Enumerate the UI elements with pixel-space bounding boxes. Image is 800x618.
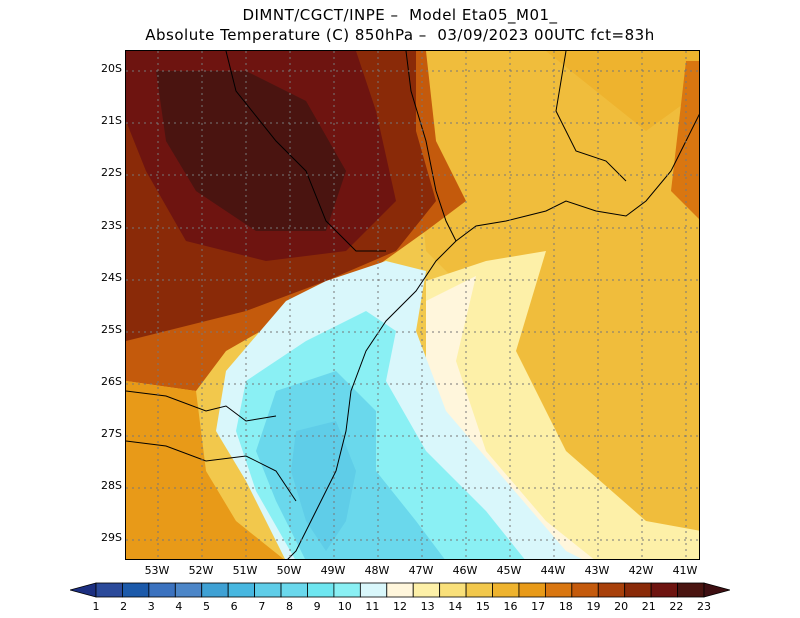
map-title-line2: Absolute Temperature (C) 850hPa – 03/09/…	[145, 26, 655, 44]
lon-label: 51W	[232, 564, 258, 577]
colorbar-swatch	[597, 582, 626, 598]
colorbar-label: 18	[558, 600, 573, 613]
colorbar-label: 16	[503, 600, 518, 613]
colorbar-swatch	[386, 582, 414, 598]
colorbar-label: 4	[175, 600, 183, 613]
lat-label: 27S	[101, 427, 122, 440]
colorbar-swatch	[333, 582, 361, 598]
lon-label: 46W	[452, 564, 478, 577]
field-east-orange	[406, 51, 699, 559]
field-coldest	[291, 421, 356, 551]
lat-label: 22S	[101, 166, 122, 179]
colorbar-label: 10	[337, 600, 352, 613]
lon-label: 50W	[276, 564, 302, 577]
lon-label: 42W	[628, 564, 654, 577]
colorbar-label: 6	[230, 600, 238, 613]
colorbar-label: 21	[641, 600, 656, 613]
field-southwest	[126, 381, 284, 559]
colorbar-swatch	[148, 582, 176, 598]
field-hottest	[156, 71, 346, 231]
colorbar-label: 12	[393, 600, 407, 613]
colorbar-label: 5	[203, 600, 211, 613]
colorbar-swatch	[465, 582, 493, 598]
colorbar-swatch	[280, 582, 308, 598]
colorbar-label: 22	[669, 600, 684, 613]
lon-label: 43W	[584, 564, 610, 577]
coastline-north	[405, 51, 699, 242]
state-border-4	[555, 51, 627, 182]
colorbar-swatch	[174, 582, 203, 598]
colorbar-label: 8	[285, 600, 293, 613]
map-canvas	[126, 51, 699, 559]
colorbar-swatch	[650, 582, 678, 598]
colorbar-label: 11	[365, 600, 380, 613]
state-border-1	[126, 390, 277, 422]
temperature-map	[125, 50, 700, 560]
lon-label: 41W	[672, 564, 698, 577]
colorbar-label: 14	[448, 600, 463, 613]
map-title-line1: DIMNT/CGCT/INPE – Model Eta05_M01_	[242, 6, 558, 24]
colorbar-swatch	[227, 582, 256, 598]
colorbar-label: 2	[120, 600, 128, 613]
colorbar-swatch	[95, 582, 123, 598]
colorbar-swatch	[677, 582, 705, 598]
lon-label: 44W	[540, 564, 566, 577]
colorbar-swatch	[307, 582, 335, 598]
colorbar-label: 23	[697, 600, 711, 613]
colorbar-swatch	[201, 582, 229, 598]
colorbar-swatch	[254, 582, 282, 598]
lat-label: 26S	[101, 375, 122, 388]
colorbar-swatch	[544, 582, 573, 598]
lon-label: 52W	[188, 564, 214, 577]
colorbar-label: 15	[475, 600, 490, 613]
colorbar-label: 17	[531, 600, 546, 613]
field-far-east	[671, 61, 699, 219]
colorbar-label: 19	[586, 600, 601, 613]
lat-label: 21S	[101, 114, 122, 127]
colorbar-label: 13	[420, 600, 435, 613]
lat-label: 20S	[101, 62, 122, 75]
colorbar-label: 9	[313, 600, 321, 613]
colorbar-label: 3	[147, 600, 155, 613]
coastline-south	[287, 240, 457, 559]
lat-label: 24S	[101, 271, 122, 284]
colorbar-swatch	[492, 582, 520, 598]
lat-label: 25S	[101, 323, 122, 336]
state-border-2	[126, 440, 297, 502]
lat-label: 28S	[101, 479, 122, 492]
lon-label: 53W	[144, 564, 170, 577]
colorbar-swatch	[518, 582, 546, 598]
graticule	[126, 51, 699, 559]
lat-label: 29S	[101, 531, 122, 544]
state-border-3	[225, 51, 386, 252]
lon-label: 47W	[408, 564, 434, 577]
colorbar-swatch	[122, 582, 150, 598]
colorbar-swatch	[412, 582, 441, 598]
colorbar-label: 1	[92, 600, 100, 613]
colorbar-over-arrow	[703, 582, 730, 598]
colorbar-label: 7	[258, 600, 266, 613]
lon-label: 48W	[364, 564, 390, 577]
colorbar-swatch	[439, 582, 467, 598]
colorbar	[70, 582, 730, 598]
lon-label: 49W	[320, 564, 346, 577]
colorbar-swatch	[571, 582, 599, 598]
lat-label: 23S	[101, 219, 122, 232]
lon-label: 45W	[496, 564, 522, 577]
colorbar-under-arrow	[70, 582, 97, 598]
colorbar-label: 20	[614, 600, 629, 613]
colorbar-swatch	[624, 582, 652, 598]
colorbar-swatch	[359, 582, 388, 598]
